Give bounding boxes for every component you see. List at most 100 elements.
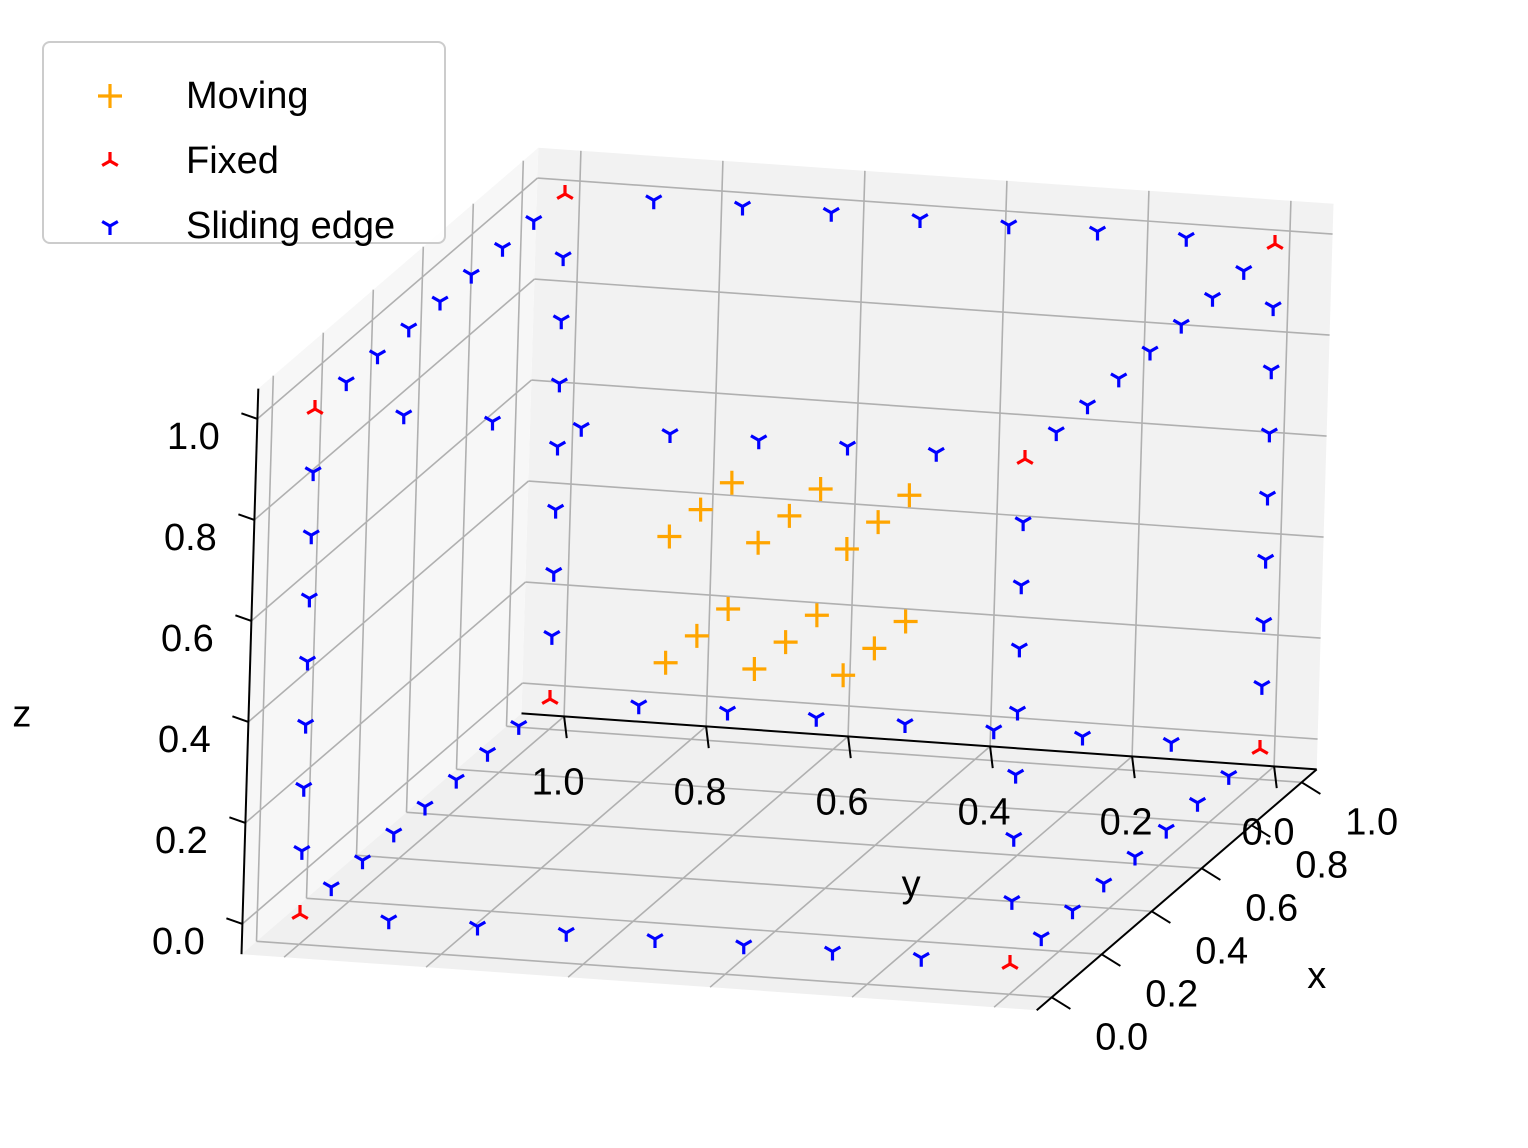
axes-panes: [241, 147, 1334, 1011]
sliding-edge-point-31: [1126, 850, 1144, 866]
sliding-edge-point-8: [1073, 730, 1092, 746]
grid-z-back-4: [534, 278, 1330, 336]
sliding-edge-point-75: [302, 529, 320, 545]
moving-point-0: [834, 537, 859, 561]
moving-point-5: [808, 477, 833, 501]
y-tick-1-label: 0.2: [1100, 801, 1153, 843]
sliding-edge-point-70: [293, 844, 311, 860]
z-tick-1-label: 0.2: [155, 820, 208, 862]
sliding-edge-point-16: [750, 434, 768, 450]
grid-x-floor-4: [456, 768, 1252, 827]
x-tick-0-tick: [1051, 996, 1071, 1010]
moving-point-6: [657, 524, 682, 549]
moving-point-17: [716, 597, 741, 621]
grid-x-floor-5: [506, 725, 1302, 784]
sliding-edge-point-33: [1188, 796, 1207, 812]
sliding-edge-point-37: [385, 827, 403, 843]
sliding-edge-point-72: [296, 718, 315, 734]
sliding-edge-point-0: [912, 951, 930, 967]
legend-item-moving: Moving: [44, 71, 444, 121]
grid-y-back-4: [705, 160, 724, 727]
sliding-edge-point-26: [733, 200, 752, 216]
sliding-edge-point-74: [300, 592, 319, 608]
z-tick-0-tick: [226, 917, 243, 925]
sliding-edge-point-69: [1264, 301, 1282, 317]
fixed-point-5: [1266, 235, 1284, 250]
sliding-edge-point-36: [353, 854, 372, 870]
sliding-edge-point-66: [1258, 490, 1277, 506]
pane-side: [241, 147, 539, 955]
y-tick-2-tick: [989, 746, 994, 769]
grid-x-side-4: [455, 203, 475, 770]
sliding-edge-point-29: [1063, 904, 1082, 920]
moving-point-12: [742, 657, 767, 681]
moving-point-16: [684, 623, 709, 648]
moving-point-9: [831, 663, 856, 688]
sliding-edge-point-12: [718, 705, 737, 721]
grid-y-floor-4: [425, 725, 707, 968]
pane-floor: [241, 713, 1317, 1011]
axis-labels: x y z: [12, 693, 1326, 996]
y-tick-5-tick: [563, 716, 568, 739]
sliding-edge-point-83: [554, 251, 572, 267]
grid-z-side-3: [250, 379, 532, 622]
legend-item-fixed: Fixed: [44, 136, 444, 186]
grid-y-back-3: [847, 170, 866, 737]
z-axis-label: z: [12, 693, 31, 735]
sliding-edge-point-25: [822, 206, 840, 222]
sliding-edge-point-81: [550, 377, 569, 393]
x-tick-3-tick: [1201, 867, 1221, 881]
moving-point-14: [804, 603, 829, 628]
z-tick-5-tick: [241, 412, 258, 420]
sliding-edge-point-62: [1014, 516, 1032, 532]
legend-item-sliding-edge: Sliding edge: [44, 201, 444, 251]
grid-x-floor-0: [256, 940, 1052, 999]
sliding-edge-point-39: [447, 773, 465, 789]
x-tick-4-tick: [1251, 824, 1271, 838]
sliding-edge-point-19: [483, 415, 502, 431]
grid-x-floor-3: [406, 811, 1202, 870]
grid-y-floor-0: [993, 765, 1275, 1008]
sliding-edge-point-24: [911, 213, 929, 228]
moving-point-7: [688, 497, 713, 522]
sliding-edge-point-22: [1088, 225, 1107, 241]
sliding-edge-point-17: [661, 428, 679, 443]
z-tick-2-tick: [232, 715, 249, 723]
grid-y-back-5: [563, 150, 582, 717]
sliding-edge-point-40: [478, 746, 497, 762]
sliding-edge-point-80: [548, 440, 567, 456]
x-axis-line: [1036, 768, 1318, 1011]
sliding-edge-point-45: [1141, 345, 1159, 361]
y-tick-4-tick: [705, 726, 710, 749]
x-tick-2-label: 0.4: [1195, 930, 1248, 972]
y-tick-4-label: 0.8: [674, 771, 727, 813]
z-axis-line: [240, 388, 260, 955]
sliding-edge-point-41: [510, 719, 528, 735]
legend-label-sliding-edge: Sliding edge: [186, 205, 396, 247]
sliding-edge-point-20: [395, 409, 413, 425]
z-tick-0-label: 0.0: [152, 921, 205, 963]
x-tick-5-tick: [1301, 781, 1321, 795]
grid-z-back-0: [522, 682, 1318, 740]
sliding-edge-point-49: [337, 376, 355, 392]
sliding-edge-point-35: [322, 881, 340, 897]
legend-label-moving: Moving: [186, 75, 309, 117]
sliding-edge-point-43: [1078, 399, 1097, 415]
sliding-edge-point-38: [416, 800, 434, 816]
z-tick-2-label: 0.4: [158, 719, 211, 761]
grid-x-side-3: [405, 246, 425, 813]
z-tick-1-tick: [229, 816, 246, 824]
sliding-edge-point-51: [400, 322, 418, 338]
moving-point-10: [862, 636, 887, 661]
sliding-edge-point-6: [380, 914, 398, 930]
sliding-edge-point-78: [545, 566, 563, 582]
sliding-edge-point-56: [1003, 894, 1021, 910]
moving-point-15: [653, 650, 678, 675]
grid-z-side-1: [244, 581, 526, 824]
sliding-edge-point-46: [1172, 318, 1190, 334]
grid-x-floor-2: [356, 854, 1152, 913]
fixed-point-7: [556, 185, 574, 200]
grid-z-side-5: [256, 177, 538, 420]
grid-y-floor-1: [851, 755, 1133, 998]
